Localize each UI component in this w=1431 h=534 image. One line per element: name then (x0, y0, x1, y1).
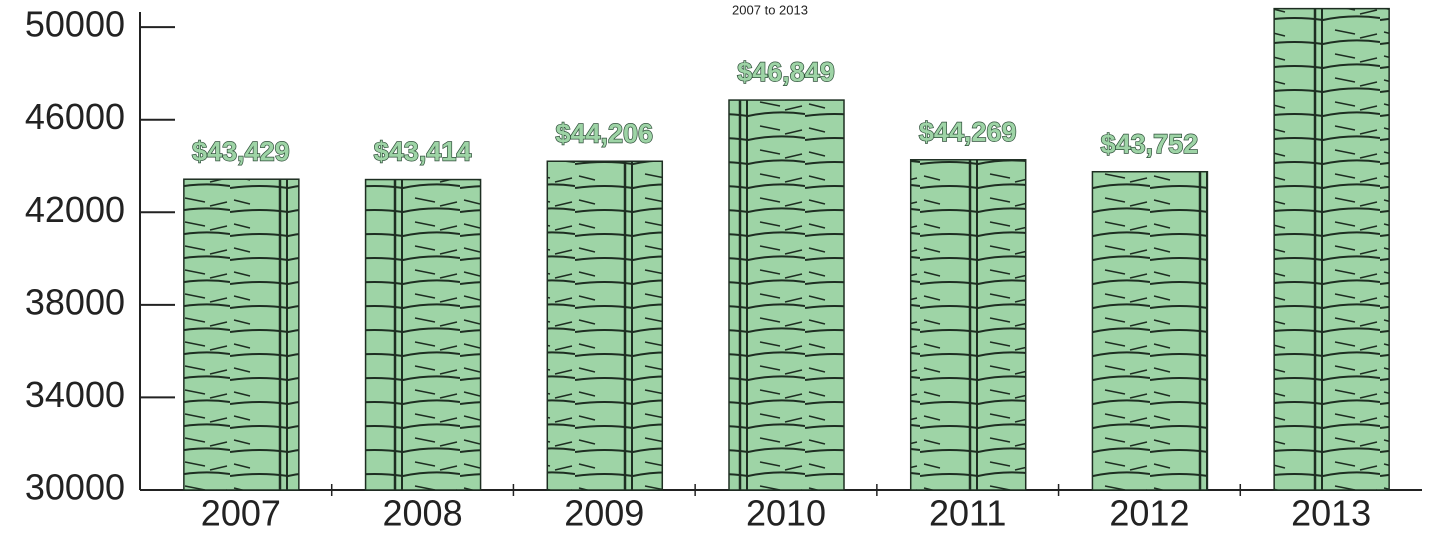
bar (183, 178, 300, 491)
bar (1273, 7, 1390, 491)
bar (728, 99, 845, 491)
chart-subtitle: 2007 to 2013 (732, 2, 808, 17)
y-tick-label: 42000 (25, 189, 125, 230)
bar (546, 160, 664, 491)
y-tick-label: 50000 (25, 4, 125, 45)
value-label: $46,849 (737, 57, 835, 87)
value-label: $44,206 (555, 118, 653, 148)
x-tick-label: 2011 (929, 493, 1006, 534)
y-tick-label: 34000 (25, 374, 125, 415)
value-label: $43,429 (192, 136, 290, 166)
y-tick-label: 46000 (25, 96, 125, 137)
x-tick-label: 2013 (1291, 493, 1371, 534)
bar (364, 178, 482, 491)
x-tick-label: 2010 (746, 493, 826, 534)
value-label: $43,414 (374, 137, 472, 167)
y-tick-label: 30000 (25, 467, 125, 508)
y-tick-label: 38000 (25, 281, 125, 322)
value-label: $44,269 (919, 117, 1017, 147)
bar (909, 159, 1027, 491)
x-tick-label: 2012 (1109, 493, 1189, 534)
bar (1091, 170, 1209, 491)
x-tick-label: 2008 (383, 493, 463, 534)
x-tick-label: 2009 (564, 493, 644, 534)
x-tick-label: 2007 (201, 493, 281, 534)
value-label: $43,752 (1101, 129, 1199, 159)
